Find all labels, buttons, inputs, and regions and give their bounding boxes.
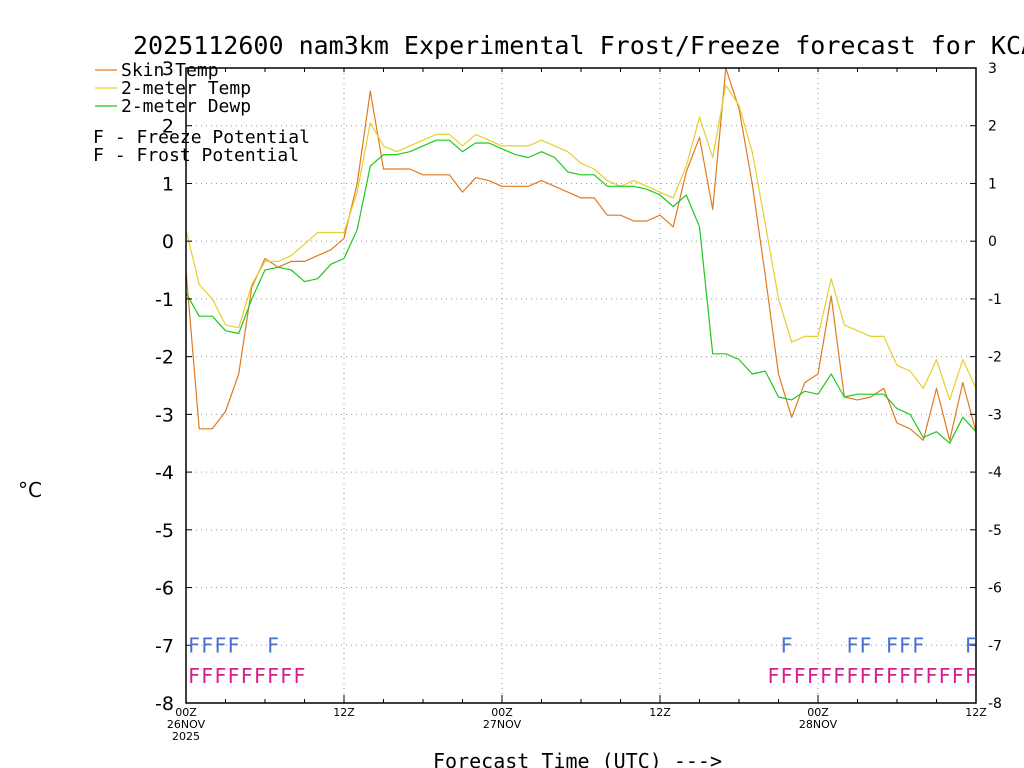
freeze-flag: F: [794, 664, 806, 688]
frost-flag: F: [781, 633, 793, 657]
y-tick-label: -5: [155, 520, 174, 542]
freeze-flag: F: [267, 664, 279, 688]
freeze-flag: F: [214, 664, 226, 688]
x-tick-label: 2025: [172, 730, 200, 743]
x-tick-label: 27NOV: [483, 718, 522, 731]
frost-flag: F: [228, 633, 240, 657]
x-tick-label: 12Z: [333, 706, 355, 719]
grid: [186, 68, 976, 703]
frost-flag: F: [846, 633, 858, 657]
freeze-flag: F: [781, 664, 793, 688]
freeze-flag: F: [939, 664, 951, 688]
legend: Skin Temp 2-meter Temp 2-meter Dewp F - …: [93, 60, 310, 166]
legend-freeze-letter: F: [93, 127, 104, 148]
y-tick-label: 3: [162, 58, 174, 80]
legend-frost-letter: F: [93, 145, 104, 166]
frost-flag: F: [899, 633, 911, 657]
freeze-flag: F: [241, 664, 253, 688]
y-tick-label-right: -5: [988, 523, 1002, 539]
y-tick-label-right: 3: [988, 61, 997, 77]
dewp-2m-line: [185, 139, 977, 444]
freeze-flag: F: [873, 664, 885, 688]
freeze-flag: F: [254, 664, 266, 688]
y-tick-label-right: -2: [988, 350, 1002, 366]
freeze-flag: F: [201, 664, 213, 688]
freeze-flag: F: [860, 664, 872, 688]
freeze-flag: F: [820, 664, 832, 688]
freeze-flag: F: [846, 664, 858, 688]
frost-freeze-flags: F F F F F F F F F F F FF F F F F F F F F F F F F F F F F F F F F F F F F: [188, 633, 977, 688]
y-axis: -8 -8 -7 -7 -6 -6 -5 -5 -4 -4 -3 -3 -2 -2 -1 -1 0 0 1 1 2 2 3 3: [155, 58, 1002, 715]
freeze-flag: F: [228, 664, 240, 688]
y-tick-label: -6: [155, 578, 174, 600]
frost-flag: F: [860, 633, 872, 657]
freeze-flag: F: [899, 664, 911, 688]
freeze-flag: F: [188, 664, 200, 688]
y-tick-label: -7: [155, 635, 174, 657]
frost-flag: F: [201, 633, 213, 657]
freeze-flag: F: [280, 664, 292, 688]
y-tick-label: 1: [162, 173, 174, 195]
y-tick-label: -2: [155, 347, 174, 369]
y-tick-label-right: -1: [988, 292, 1002, 308]
x-tick-label: 00Z: [807, 706, 829, 719]
x-tick-label: 12Z: [965, 706, 987, 719]
y-tick-label-right: -4: [988, 465, 1002, 481]
freeze-flag: F: [952, 664, 964, 688]
legend-skin-label: Skin Temp: [121, 60, 219, 81]
x-axis-label: Forecast Time (UTC) --->: [433, 749, 722, 768]
freeze-flag: F: [833, 664, 845, 688]
frost-flag: F: [267, 633, 279, 657]
y-tick-label: 2: [162, 116, 174, 138]
y-tick-label: -8: [155, 693, 174, 715]
y-tick-label: -1: [155, 289, 174, 311]
temp-2m-line: [185, 84, 977, 401]
y-tick-label: 0: [162, 231, 174, 253]
y-tick-label-right: -8: [988, 696, 1002, 712]
y-tick-label-right: -7: [988, 638, 1002, 654]
y-tick-label-right: -3: [988, 407, 1002, 423]
y-tick-label-right: 0: [988, 234, 997, 250]
y-tick-label: -3: [155, 404, 174, 426]
freeze-flag: F: [293, 664, 305, 688]
frost-flag: F: [965, 633, 977, 657]
y-tick-label-right: 1: [988, 176, 997, 192]
series-layer: [185, 67, 977, 444]
freeze-flag: F: [912, 664, 924, 688]
y-tick-label-right: -6: [988, 581, 1002, 597]
skin-temp-line: [185, 67, 977, 441]
frost-flag: F: [912, 633, 924, 657]
legend-frost-label: - Frost Potential: [104, 145, 299, 166]
chart-title: 2025112600 nam3km Experimental Frost/Fre…: [133, 31, 1024, 60]
x-tick-label: 12Z: [649, 706, 671, 719]
freeze-flag: F: [925, 664, 937, 688]
frost-flag: F: [214, 633, 226, 657]
y-tick-label: -4: [155, 462, 174, 484]
freeze-flag: F: [767, 664, 779, 688]
legend-temp-label: 2-meter Temp: [121, 78, 251, 99]
y-axis-label: °C: [18, 478, 42, 502]
x-tick-label: 00Z: [491, 706, 513, 719]
y-tick-label-right: 2: [988, 119, 997, 135]
x-tick-label: 28NOV: [799, 718, 838, 731]
legend-freeze-label: - Freeze Potential: [104, 127, 310, 148]
freeze-flag: F: [807, 664, 819, 688]
legend-dewp-label: 2-meter Dewp: [121, 96, 251, 117]
frost-flag: F: [188, 633, 200, 657]
x-tick-label: 26NOV: [167, 718, 206, 731]
freeze-flag: F: [886, 664, 898, 688]
frost-flag: F: [886, 633, 898, 657]
freeze-flag: F: [965, 664, 977, 688]
x-tick-label: 00Z: [175, 706, 197, 719]
